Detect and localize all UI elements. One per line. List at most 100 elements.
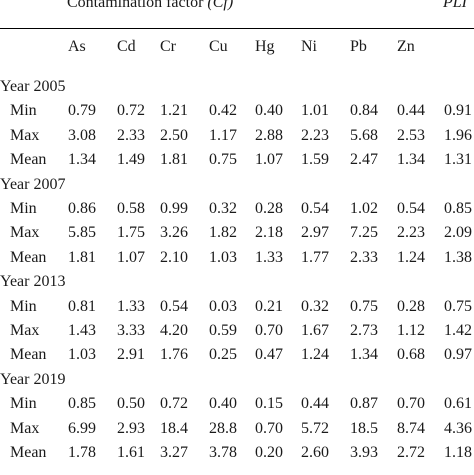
cell-value: 0.59: [209, 322, 237, 339]
cell-pli: 1.38: [444, 249, 472, 266]
cell-value: 1.81: [68, 249, 96, 266]
cell-value: 1.67: [301, 322, 329, 339]
cell-value: 1.76: [160, 346, 188, 363]
cell-value: 0.40: [255, 102, 283, 119]
cell-value: 0.58: [117, 200, 145, 217]
cell-value: 2.33: [350, 249, 378, 266]
cell-value: 2.18: [255, 224, 283, 241]
cell-value: 0.47: [255, 346, 283, 363]
cell-value: 1.07: [255, 151, 283, 168]
cell-pli: 0.85: [444, 200, 472, 217]
cell-value: 8.74: [397, 420, 425, 437]
cell-value: 1.81: [160, 151, 188, 168]
row-label: Mean: [10, 346, 47, 363]
cell-value: 0.03: [209, 298, 237, 315]
cell-value: 18.4: [160, 420, 188, 437]
cell-value: 0.85: [68, 395, 96, 412]
cell-value: 0.70: [255, 322, 283, 339]
cell-value: 2.50: [160, 127, 188, 144]
row-label: Max: [10, 224, 40, 241]
cell-value: 0.32: [209, 200, 237, 217]
cell-value: 1.33: [117, 298, 145, 315]
row-label: Min: [10, 200, 37, 217]
cell-pli: 0.91: [444, 102, 472, 119]
column-header-zn: Zn: [397, 38, 415, 55]
cell-value: 0.68: [397, 346, 425, 363]
cell-value: 1.49: [117, 151, 145, 168]
cell-value: 0.99: [160, 200, 188, 217]
cell-value: 1.59: [301, 151, 329, 168]
row-label: Min: [10, 298, 37, 315]
cell-value: 1.82: [209, 224, 237, 241]
cell-value: 0.28: [397, 298, 425, 315]
cell-value: 3.78: [209, 444, 237, 461]
cell-pli: 1.96: [444, 127, 472, 144]
cell-value: 1.34: [68, 151, 96, 168]
cell-value: 0.54: [160, 298, 188, 315]
cell-value: 5.68: [350, 127, 378, 144]
cell-value: 1.34: [350, 346, 378, 363]
cell-value: 0.28: [255, 200, 283, 217]
cell-pli: 1.18: [444, 444, 472, 461]
cell-value: 2.88: [255, 127, 283, 144]
cell-value: 1.17: [209, 127, 237, 144]
cell-value: 1.33: [255, 249, 283, 266]
header-rule: [0, 28, 474, 29]
cell-value: 0.25: [209, 346, 237, 363]
cell-value: 5.72: [301, 420, 329, 437]
cell-value: 7.25: [350, 224, 378, 241]
year-label: Year 2007: [0, 176, 66, 193]
cell-value: 0.21: [255, 298, 283, 315]
cell-value: 1.02: [350, 200, 378, 217]
cell-value: 1.75: [117, 224, 145, 241]
cell-value: 2.33: [117, 127, 145, 144]
cell-value: 1.61: [117, 444, 145, 461]
cell-pli: 2.09: [444, 224, 472, 241]
cell-value: 0.54: [301, 200, 329, 217]
cell-value: 1.24: [397, 249, 425, 266]
cell-value: 5.85: [68, 224, 96, 241]
cell-value: 1.34: [397, 151, 425, 168]
cell-value: 1.78: [68, 444, 96, 461]
cell-value: 1.77: [301, 249, 329, 266]
cell-value: 0.40: [209, 395, 237, 412]
cell-value: 0.44: [397, 102, 425, 119]
cell-pli: 0.97: [444, 346, 472, 363]
cell-value: 2.97: [301, 224, 329, 241]
cell-value: 0.70: [397, 395, 425, 412]
column-header-as: As: [68, 38, 86, 55]
cell-value: 2.72: [397, 444, 425, 461]
row-label: Max: [10, 420, 40, 437]
cell-value: 0.84: [350, 102, 378, 119]
cell-value: 0.86: [68, 200, 96, 217]
cell-value: 2.23: [397, 224, 425, 241]
year-label: Year 2013: [0, 273, 66, 290]
cell-pli: 4.36: [444, 420, 472, 437]
cell-value: 3.33: [117, 322, 145, 339]
cell-pli: 0.61: [444, 395, 472, 412]
row-label: Min: [10, 102, 37, 119]
cell-value: 3.26: [160, 224, 188, 241]
cell-value: 2.23: [301, 127, 329, 144]
cell-value: 28.8: [209, 420, 237, 437]
cell-value: 0.81: [68, 298, 96, 315]
column-header-pb: Pb: [350, 38, 367, 55]
row-label: Mean: [10, 444, 47, 461]
cell-value: 0.42: [209, 102, 237, 119]
cell-value: 0.32: [301, 298, 329, 315]
row-label: Min: [10, 395, 37, 412]
column-header-cd: Cd: [117, 38, 136, 55]
row-label: Max: [10, 127, 40, 144]
row-label: Mean: [10, 151, 47, 168]
cell-value: 1.24: [301, 346, 329, 363]
cell-value: 0.79: [68, 102, 96, 119]
cell-value: 2.91: [117, 346, 145, 363]
cell-value: 0.54: [397, 200, 425, 217]
cell-value: 1.03: [68, 346, 96, 363]
column-header-cu: Cu: [209, 38, 228, 55]
header-group-title-symbol: (Cf): [207, 0, 234, 11]
cell-value: 0.72: [160, 395, 188, 412]
cell-value: 0.15: [255, 395, 283, 412]
cell-pli: 1.42: [444, 322, 472, 339]
cell-value: 18.5: [350, 420, 378, 437]
